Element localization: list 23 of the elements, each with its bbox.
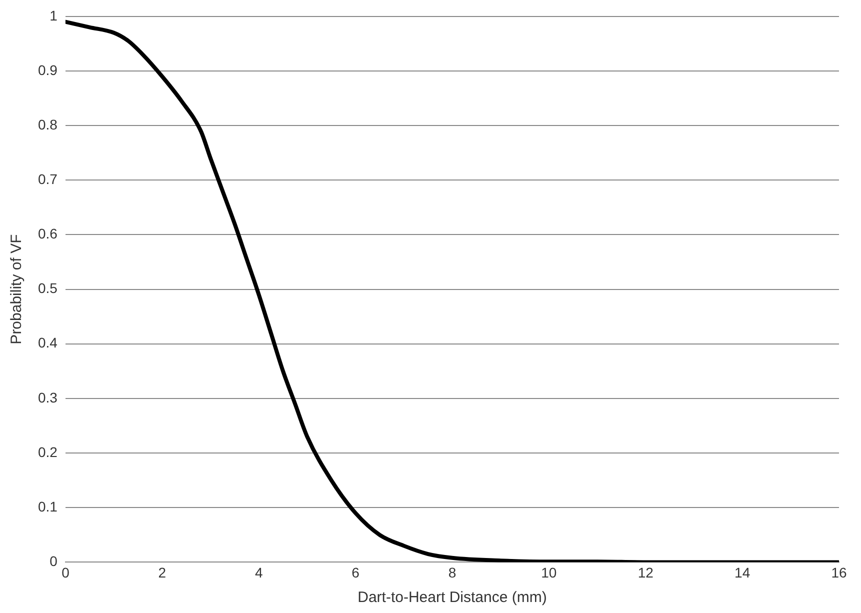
x-tick-label: 4 xyxy=(254,564,263,580)
y-tick-label: 0 xyxy=(50,553,58,570)
y-tick-label: 0.4 xyxy=(38,334,58,351)
y-tick-label: 0.3 xyxy=(38,389,58,406)
y-tick-label: 0.6 xyxy=(38,226,58,242)
x-axis-title: Dart-to-Heart Distance (mm) xyxy=(358,589,547,606)
x-tick-label: 16 xyxy=(831,564,847,580)
x-tick-label: 6 xyxy=(352,564,360,580)
y-tick-label: 0.8 xyxy=(38,116,58,132)
y-tick-label: 1 xyxy=(50,7,58,24)
x-tick-label: 0 xyxy=(62,564,70,580)
y-tick-label: 0.1 xyxy=(38,498,58,514)
y-tick-label: 0.5 xyxy=(38,280,58,296)
y-axis-title: Probability of VF xyxy=(8,234,26,344)
y-tick-label: 0.7 xyxy=(38,171,58,187)
x-tick-label: 2 xyxy=(158,564,166,580)
y-tick-label: 0.9 xyxy=(38,62,58,78)
x-tick-label: 8 xyxy=(448,564,456,580)
x-tick-label: 14 xyxy=(734,564,750,580)
y-tick-label: 0.2 xyxy=(38,444,58,460)
x-tick-label: 12 xyxy=(638,564,654,580)
line-series xyxy=(65,20,839,562)
x-tick-label: 10 xyxy=(541,564,557,580)
